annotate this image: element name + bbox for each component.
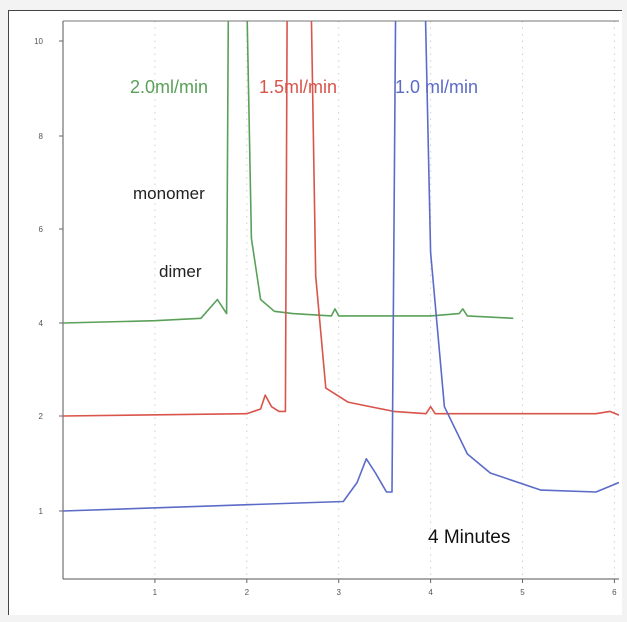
- series-line-2: [63, 21, 619, 417]
- x-tick-label-5: 5: [520, 588, 525, 597]
- y-tick-label-1: 1: [39, 507, 44, 516]
- y-tick-label-10: 10: [34, 37, 43, 46]
- x-tick-label-1: 1: [153, 588, 158, 597]
- x-tick-label-3: 3: [336, 588, 341, 597]
- y-tick-label-8: 8: [39, 132, 44, 141]
- grid-lines: [154, 21, 615, 579]
- chart-svg: 1 2 3 4 5 6 1 2 4 6 8 10 2.0ml/min 1.5ml/min 1.0 ml/mi…: [34, 20, 619, 597]
- chart-panel: 1 2 3 4 5 6 1 2 4 6 8 10 2.0ml/min 1.5ml/min 1.0 ml/mi…: [8, 10, 622, 615]
- y-tick-label-2: 2: [39, 412, 44, 421]
- x-tick-label-2: 2: [245, 588, 250, 597]
- series-label-3: 1.0 ml/min: [395, 77, 478, 97]
- y-tick-label-6: 6: [39, 225, 44, 234]
- series-line-3: [63, 21, 619, 512]
- y-tick-label-4: 4: [39, 319, 44, 328]
- x-tick-label-6: 6: [612, 588, 617, 597]
- series-label-1: 2.0ml/min: [130, 77, 208, 97]
- series-line-1: [63, 21, 514, 324]
- annotation-dimer: dimer: [159, 262, 202, 281]
- annotation-monomer: monomer: [133, 184, 205, 203]
- series-label-2: 1.5ml/min: [259, 77, 337, 97]
- series-lines: [63, 21, 619, 512]
- x-tick-label-4: 4: [428, 588, 433, 597]
- annotation-time-note: 4 Minutes: [428, 527, 510, 548]
